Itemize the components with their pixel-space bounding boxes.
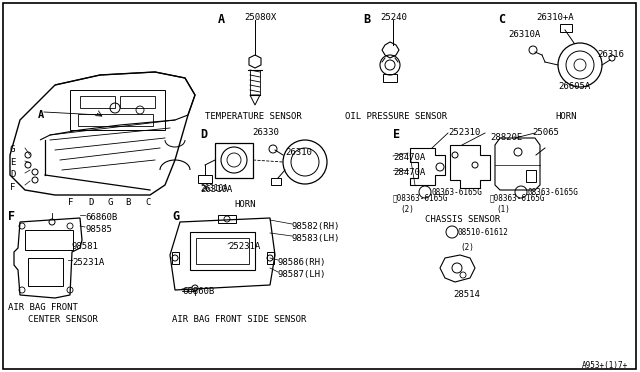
Text: A: A [38, 110, 44, 120]
Bar [120, 96, 155, 108]
Bar [80, 96, 115, 108]
Text: 252310: 252310 [448, 128, 480, 137]
Text: D: D [10, 170, 15, 179]
Bar [383, 74, 397, 82]
Text: A: A [218, 13, 225, 26]
Text: C: C [498, 13, 505, 26]
Bar [25, 230, 73, 250]
Text: OIL PRESSURE SENSOR: OIL PRESSURE SENSOR [345, 112, 447, 121]
Bar [267, 252, 274, 264]
Text: G: G [108, 198, 113, 207]
Text: C: C [145, 198, 150, 207]
Text: 28470A: 28470A [393, 153, 425, 162]
Bar [172, 252, 179, 264]
Text: B: B [125, 198, 131, 207]
Text: (1): (1) [496, 205, 510, 214]
Text: 08510-61612: 08510-61612 [458, 228, 509, 237]
Bar [78, 114, 153, 126]
Text: CHASSIS SENSOR: CHASSIS SENSOR [425, 215, 500, 224]
Text: 28820E: 28820E [490, 133, 522, 142]
Text: 26310A: 26310A [200, 184, 228, 193]
Text: (2): (2) [400, 205, 414, 214]
Text: 25240: 25240 [380, 13, 407, 22]
Text: 66860B: 66860B [85, 213, 117, 222]
Text: 28514: 28514 [453, 290, 480, 299]
Text: 98583(LH): 98583(LH) [292, 234, 340, 243]
Bar [70, 90, 165, 130]
Text: Ⓝ08363-6165G: Ⓝ08363-6165G [393, 193, 449, 202]
Text: 25080X: 25080X [244, 13, 276, 22]
Bar [198, 175, 212, 183]
Text: G: G [10, 145, 15, 154]
Text: B: B [363, 13, 370, 26]
Bar [526, 170, 536, 182]
Bar [218, 215, 236, 223]
Bar [196, 238, 249, 264]
Text: 26330: 26330 [252, 128, 279, 137]
Text: 98585: 98585 [85, 225, 112, 234]
Text: CENTER SENSOR: CENTER SENSOR [28, 315, 98, 324]
Bar [28, 258, 63, 286]
Text: 28470A: 28470A [393, 168, 425, 177]
Bar [215, 143, 253, 178]
Bar [560, 24, 572, 32]
Bar [271, 178, 281, 185]
Text: F: F [68, 198, 74, 207]
Text: F: F [8, 210, 15, 223]
Text: 26605A: 26605A [558, 82, 590, 91]
Text: AIR BAG FRONT SIDE SENSOR: AIR BAG FRONT SIDE SENSOR [172, 315, 307, 324]
Text: AIR BAG FRONT: AIR BAG FRONT [8, 303, 78, 312]
Text: 66860B: 66860B [182, 287, 214, 296]
Text: 98587(LH): 98587(LH) [278, 270, 326, 279]
Text: 98581: 98581 [72, 242, 99, 251]
Text: E: E [10, 158, 15, 167]
Text: 25231A: 25231A [228, 242, 260, 251]
Text: G: G [172, 210, 179, 223]
Text: HORN: HORN [555, 112, 577, 121]
Text: 26310+A: 26310+A [536, 13, 573, 22]
Text: E: E [393, 128, 400, 141]
Text: 08363-6165G: 08363-6165G [527, 188, 578, 197]
Text: 25231A: 25231A [72, 258, 104, 267]
Text: D: D [88, 198, 93, 207]
Text: 08363-6165G: 08363-6165G [431, 188, 482, 197]
Text: 25065: 25065 [532, 128, 559, 137]
Text: 26310: 26310 [285, 148, 312, 157]
Text: 26310A: 26310A [200, 185, 232, 194]
Text: F: F [10, 183, 15, 192]
Text: HORN: HORN [234, 200, 255, 209]
Text: 98586(RH): 98586(RH) [278, 258, 326, 267]
Text: D: D [200, 128, 207, 141]
Text: 26310A: 26310A [508, 30, 540, 39]
Text: Ⓝ08363-6165G: Ⓝ08363-6165G [490, 193, 545, 202]
Text: A953+(1)7+: A953+(1)7+ [582, 361, 628, 370]
Bar [190, 232, 255, 270]
Text: TEMPERATURE SENSOR: TEMPERATURE SENSOR [205, 112, 301, 121]
Text: (2): (2) [460, 243, 474, 252]
Text: 26316: 26316 [597, 50, 624, 59]
Text: 98582(RH): 98582(RH) [292, 222, 340, 231]
